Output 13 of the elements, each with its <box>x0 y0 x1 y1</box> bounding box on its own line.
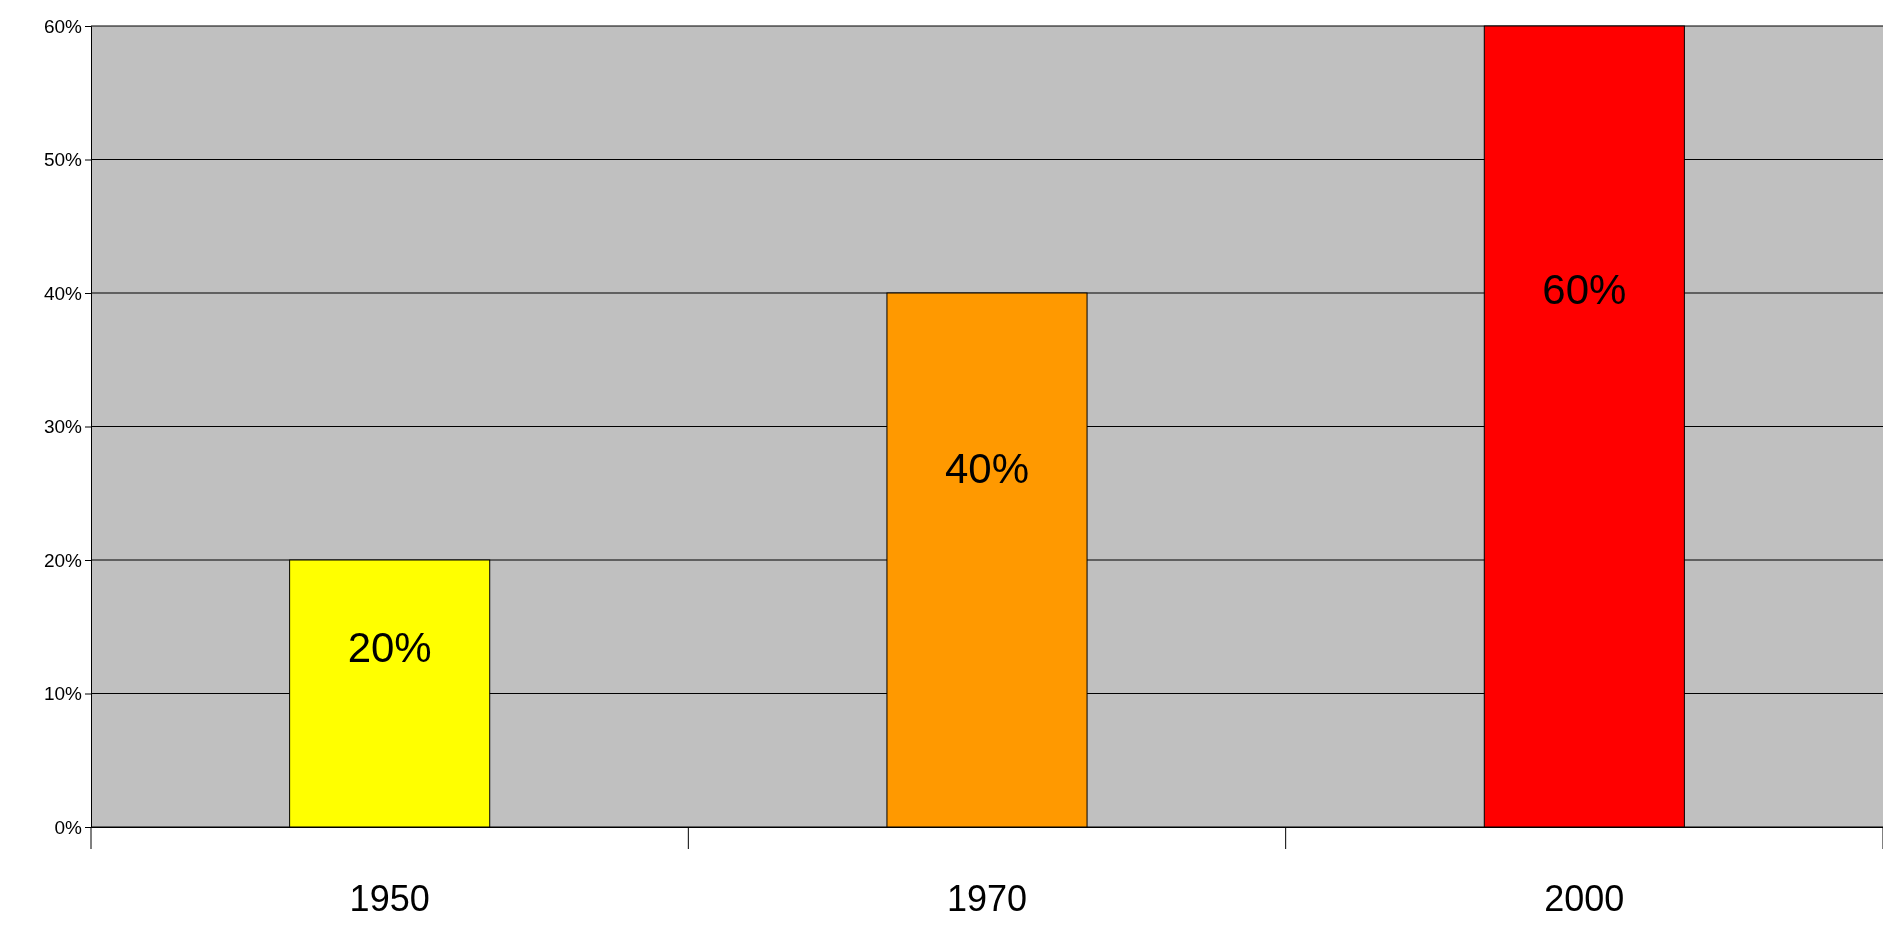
y-tick-label: 30% <box>43 416 83 438</box>
y-tick-label: 0% <box>54 816 83 838</box>
x-tick-label: 2000 <box>1544 877 1625 919</box>
x-tick-label: 1950 <box>349 877 430 919</box>
y-tick-label: 50% <box>43 149 83 171</box>
y-tick-label: 20% <box>43 549 83 571</box>
data-label: 20% <box>347 624 432 672</box>
y-tick-label: 60% <box>43 15 83 37</box>
y-tick-label: 40% <box>43 282 83 304</box>
data-label: 60% <box>1542 266 1627 314</box>
y-tick-label: 10% <box>43 683 83 705</box>
x-tick-label: 1970 <box>946 877 1028 919</box>
data-label: 40% <box>944 445 1030 493</box>
